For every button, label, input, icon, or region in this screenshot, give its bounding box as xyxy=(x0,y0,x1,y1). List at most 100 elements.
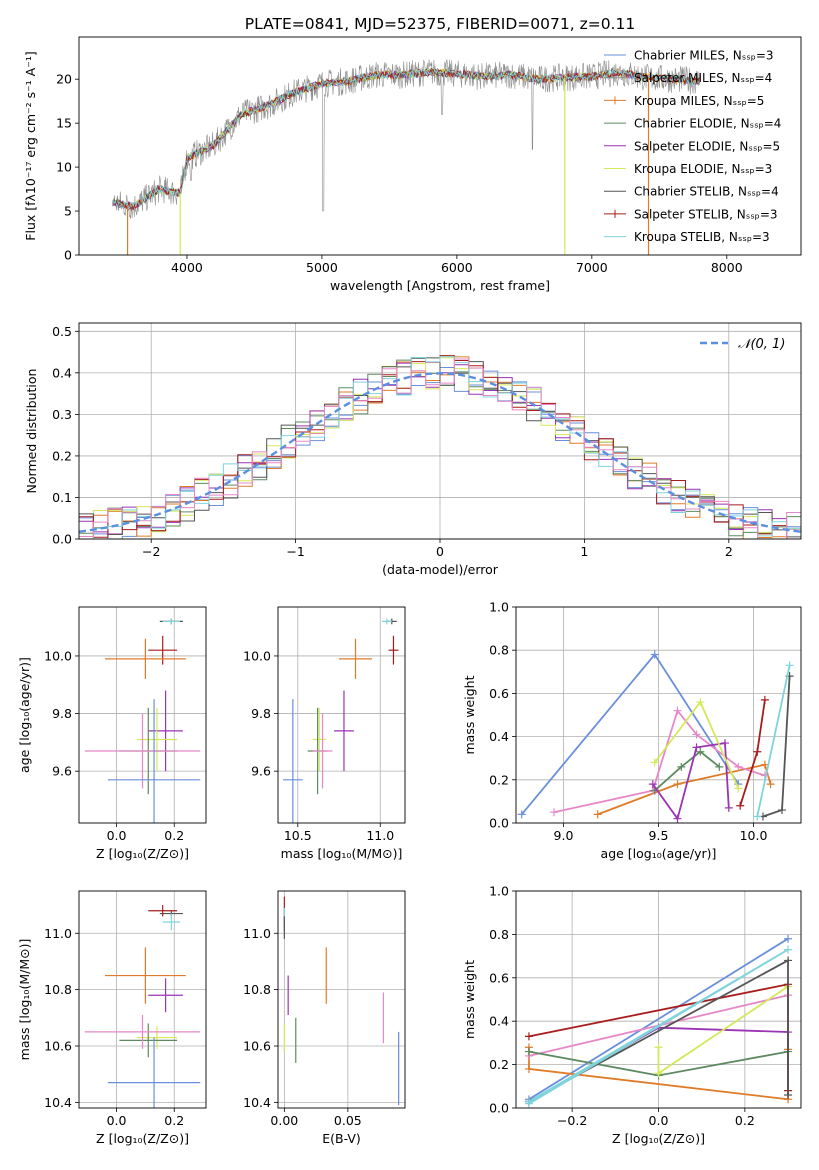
x-axis-label: age [log₁₀(age/yr)] xyxy=(601,846,717,861)
weight-line xyxy=(654,750,720,792)
plot-residuals: −2 −1 0 1 2 0.0 0.1 0.2 0.3 0.4 0.5 (data-model)/er… xyxy=(24,322,802,577)
legend-label: Chabrier ELODIE, Nₛₛₚ=4 xyxy=(634,117,781,131)
spectrum-line xyxy=(112,68,700,210)
axes: 0.0 0.2 10.4 10.6 10.8 11.0 Z [log₁₀(Z/Z⊙)] mas… xyxy=(17,890,207,1146)
plot-mass-weight-vs-Z: −0.2 0.0 0.2 0.0 0.2 0.4 0.6 0.8 1.0 Z [log₁₀(Z/Z… xyxy=(462,884,802,1146)
data xyxy=(84,618,201,823)
weight-marker xyxy=(654,1069,663,1078)
y-tick-label: 0.1 xyxy=(52,490,72,505)
data xyxy=(524,934,793,1108)
y-tick-label: 0.2 xyxy=(489,772,509,787)
x-tick-label: 0.0 xyxy=(107,1113,127,1128)
histogram-step xyxy=(79,356,801,539)
axes: 9.0 9.5 10.0 0.0 0.2 0.4 0.6 0.8 1.0 age [log₁₀(a… xyxy=(462,600,802,861)
plot-frame xyxy=(78,890,207,1109)
y-tick-label: 0.6 xyxy=(489,686,509,701)
legend: Chabrier MILES, Nₛₛₚ=3 Salpeter MILES, Nₛ… xyxy=(604,49,781,244)
data xyxy=(282,618,399,823)
y-tick-label: 0.4 xyxy=(489,1014,509,1029)
spectrum-line xyxy=(112,68,700,210)
x-axis-label: Z [log₁₀(Z/Z⊙)] xyxy=(612,1131,705,1146)
legend-label: Kroupa MILES, Nₛₛₚ=5 xyxy=(634,94,764,108)
y-tick-label: 10.4 xyxy=(243,1095,271,1110)
y-axis-label: mass weight xyxy=(462,960,477,1039)
y-tick-label: 0.0 xyxy=(489,1101,509,1116)
x-tick-label: 0.0 xyxy=(649,1113,669,1128)
grid xyxy=(79,891,206,1108)
weight-line xyxy=(521,652,740,815)
weight-marker xyxy=(696,747,705,756)
axes: −0.2 0.0 0.2 0.0 0.2 0.4 0.6 0.8 1.0 Z [log₁₀(Z/Z… xyxy=(462,884,802,1146)
weight-marker xyxy=(785,661,794,670)
spectrum-line xyxy=(112,67,700,211)
weight-marker xyxy=(734,784,743,793)
grid xyxy=(278,891,405,1108)
spectrum-line xyxy=(112,67,700,210)
weight-marker xyxy=(692,743,701,752)
x-axis-label: (data-model)/error xyxy=(382,562,499,577)
y-tick-label: 9.8 xyxy=(251,706,271,721)
y-tick-label: 10 xyxy=(56,160,72,175)
x-tick-label: 7000 xyxy=(576,260,608,275)
y-tick-label: 10.0 xyxy=(44,648,72,663)
grid xyxy=(278,607,405,823)
plot-spectrum: 4000 5000 6000 7000 8000 0 5 10 15 20 wavelength [… xyxy=(23,36,802,293)
x-tick-label: 5000 xyxy=(306,260,338,275)
y-tick-label: 9.6 xyxy=(251,764,271,779)
x-tick-label: −0.2 xyxy=(557,1113,587,1128)
y-tick-label: 10.0 xyxy=(243,648,271,663)
weight-marker xyxy=(766,780,775,789)
weight-marker xyxy=(593,810,602,819)
y-tick-label: 0.3 xyxy=(52,407,72,422)
weight-line xyxy=(597,763,772,816)
y-tick-label: 10.8 xyxy=(243,982,271,997)
x-tick-label: 0.05 xyxy=(334,1113,362,1128)
weight-marker xyxy=(724,803,733,812)
weight-marker xyxy=(650,758,659,767)
x-axis-label: wavelength [Angstrom, rest frame] xyxy=(330,278,550,293)
spectrum-line xyxy=(112,59,700,219)
y-tick-label: 0.0 xyxy=(489,816,509,831)
y-tick-label: 0.4 xyxy=(52,365,72,380)
x-tick-label: 2 xyxy=(725,544,733,559)
y-tick-label: 0.0 xyxy=(52,532,72,547)
weight-line xyxy=(553,708,766,814)
x-tick-label: 4000 xyxy=(171,260,203,275)
plot-frame xyxy=(515,606,802,824)
x-axis-label: mass [log₁₀(M/M⊙)] xyxy=(281,846,403,861)
weight-marker xyxy=(784,956,793,965)
weight-marker xyxy=(715,762,724,771)
x-tick-label: −2 xyxy=(142,544,160,559)
y-axis-label: age [log₁₀(age/yr)] xyxy=(17,657,32,773)
spectrum-line xyxy=(112,68,700,210)
y-tick-label: 0.6 xyxy=(489,970,509,985)
weight-marker xyxy=(524,1032,533,1041)
y-axis-label: mass [log₁₀(M/M⊙)] xyxy=(17,939,32,1061)
x-tick-label: 0.00 xyxy=(270,1113,298,1128)
weight-marker xyxy=(692,730,701,739)
plot-age-vs-Z: 0.0 0.2 9.6 9.8 10.0 Z [log₁₀(Z/Z⊙)] age [log₁… xyxy=(17,606,207,861)
histogram-step xyxy=(79,357,801,538)
x-axis-label: Z [log₁₀(Z/Z⊙)] xyxy=(96,846,189,861)
data xyxy=(79,355,801,539)
weight-marker xyxy=(524,1047,533,1056)
x-tick-label: 0.0 xyxy=(107,828,127,843)
y-tick-label: 1.0 xyxy=(489,884,509,899)
axes: 10.5 11.0 9.6 9.8 10.0 mass [log₁₀(M/M⊙)] xyxy=(243,606,406,861)
weight-marker xyxy=(778,806,786,815)
weight-marker xyxy=(673,780,682,789)
weight-marker xyxy=(650,650,659,659)
x-tick-label: 9.5 xyxy=(649,828,669,843)
y-tick-label: 20 xyxy=(56,72,72,87)
y-tick-label: 11.0 xyxy=(243,926,271,941)
y-tick-label: 0.8 xyxy=(489,643,509,658)
y-tick-label: 5 xyxy=(64,204,72,219)
axes: −2 −1 0 1 2 0.0 0.1 0.2 0.3 0.4 0.5 (data-model)/er… xyxy=(24,322,802,577)
y-tick-label: 0 xyxy=(64,248,72,263)
plot-frame xyxy=(78,606,207,824)
weight-marker xyxy=(677,762,686,771)
y-axis-label: Flux [fλ10⁻¹⁷ erg cm⁻² s⁻¹ A⁻¹] xyxy=(23,51,38,240)
figure-title: PLATE=0841, MJD=52375, FIBERID=0071, z=0… xyxy=(245,15,635,33)
y-tick-label: 9.6 xyxy=(52,764,72,779)
